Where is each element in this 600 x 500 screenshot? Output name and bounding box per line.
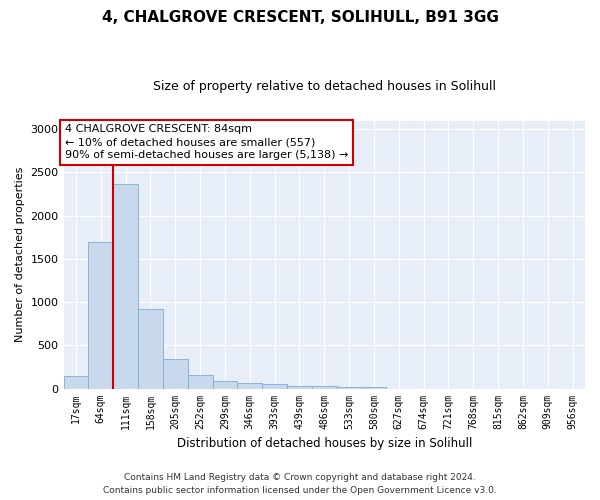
Y-axis label: Number of detached properties: Number of detached properties bbox=[15, 167, 25, 342]
Text: 4, CHALGROVE CRESCENT, SOLIHULL, B91 3GG: 4, CHALGROVE CRESCENT, SOLIHULL, B91 3GG bbox=[101, 10, 499, 25]
X-axis label: Distribution of detached houses by size in Solihull: Distribution of detached houses by size … bbox=[176, 437, 472, 450]
Bar bbox=[188, 374, 212, 388]
Bar bbox=[138, 309, 163, 388]
Bar bbox=[64, 376, 88, 388]
Bar bbox=[88, 242, 113, 388]
Bar bbox=[287, 386, 312, 388]
Bar bbox=[212, 381, 238, 388]
Bar bbox=[238, 383, 262, 388]
Text: Contains HM Land Registry data © Crown copyright and database right 2024.
Contai: Contains HM Land Registry data © Crown c… bbox=[103, 474, 497, 495]
Bar bbox=[163, 359, 188, 388]
Bar bbox=[113, 184, 138, 388]
Bar bbox=[262, 384, 287, 388]
Bar bbox=[362, 387, 386, 388]
Bar bbox=[337, 387, 362, 388]
Text: 4 CHALGROVE CRESCENT: 84sqm
← 10% of detached houses are smaller (557)
90% of se: 4 CHALGROVE CRESCENT: 84sqm ← 10% of det… bbox=[65, 124, 348, 160]
Bar bbox=[312, 386, 337, 388]
Title: Size of property relative to detached houses in Solihull: Size of property relative to detached ho… bbox=[153, 80, 496, 93]
